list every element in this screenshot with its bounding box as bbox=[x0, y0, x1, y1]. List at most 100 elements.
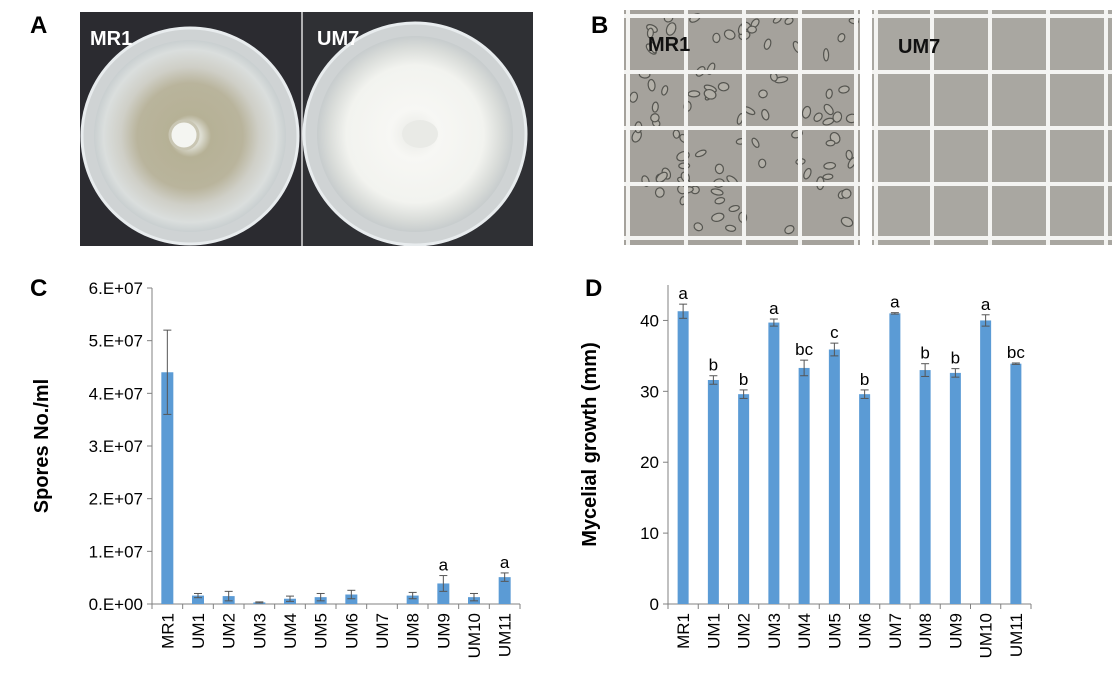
panel-letter-c: C bbox=[30, 275, 48, 302]
dish-label-mr1: MR1 bbox=[90, 28, 133, 50]
bar bbox=[919, 370, 931, 604]
spore bbox=[784, 17, 794, 25]
y-tick-label: 10 bbox=[640, 524, 659, 543]
x-tick-label: UM2 bbox=[220, 613, 239, 649]
x-tick-label: MR1 bbox=[674, 613, 693, 649]
x-tick-label: UM9 bbox=[434, 613, 453, 649]
x-tick-label: UM8 bbox=[404, 613, 423, 649]
microscope-label-um7: UM7 bbox=[898, 36, 941, 58]
y-tick-label: 0.E+00 bbox=[89, 595, 143, 614]
significance-label: b bbox=[860, 370, 869, 389]
spore bbox=[822, 173, 834, 181]
x-tick-label: UM1 bbox=[189, 613, 208, 649]
spore bbox=[723, 29, 736, 40]
mycelial-growth-chart: 0 10 20 30 40 a MR1 b UM1 b UM2 a UM3 bc UM4 c UM5 b UM6 a U… bbox=[579, 284, 1032, 658]
spore bbox=[687, 90, 701, 98]
bar bbox=[859, 394, 871, 604]
significance-label: a bbox=[500, 553, 510, 572]
bar bbox=[345, 594, 358, 604]
significance-label: a bbox=[769, 299, 779, 318]
spore bbox=[661, 85, 669, 96]
x-tick-label: UM3 bbox=[765, 613, 784, 649]
spore bbox=[803, 167, 812, 180]
spore bbox=[845, 149, 853, 161]
x-tick-label: UM10 bbox=[977, 613, 996, 658]
x-tick-label: UM8 bbox=[916, 613, 935, 649]
spore bbox=[714, 197, 726, 205]
spore bbox=[758, 89, 768, 99]
y-tick-label: 1.E+07 bbox=[89, 542, 143, 561]
microscope-label-mr1: MR1 bbox=[648, 34, 691, 56]
y-axis-label: Spores No./ml bbox=[31, 379, 53, 513]
x-tick-label: UM4 bbox=[281, 613, 300, 649]
spore bbox=[751, 137, 760, 148]
spore bbox=[646, 27, 654, 39]
spore bbox=[813, 112, 823, 122]
bar bbox=[677, 311, 689, 604]
spore bbox=[840, 216, 854, 228]
bar bbox=[980, 320, 992, 604]
spore bbox=[714, 163, 725, 175]
bar bbox=[949, 372, 961, 604]
spore bbox=[758, 158, 767, 169]
spore bbox=[825, 88, 833, 99]
spore bbox=[763, 38, 772, 50]
spore bbox=[648, 41, 657, 54]
x-tick-label: UM11 bbox=[1007, 613, 1026, 657]
spore bbox=[672, 129, 681, 139]
significance-label: b bbox=[739, 370, 748, 389]
spore bbox=[801, 105, 812, 119]
x-tick-label: UM6 bbox=[342, 613, 361, 649]
spore bbox=[717, 81, 730, 92]
dish-label-um7: UM7 bbox=[317, 28, 360, 50]
spore bbox=[647, 78, 656, 92]
y-tick-label: 30 bbox=[640, 382, 659, 401]
spore bbox=[693, 222, 704, 232]
spore bbox=[711, 212, 725, 222]
spore bbox=[784, 224, 795, 235]
spore bbox=[710, 188, 724, 196]
spore bbox=[841, 188, 852, 199]
spore bbox=[823, 161, 837, 170]
bar bbox=[798, 367, 810, 604]
spore bbox=[655, 171, 668, 183]
bar bbox=[161, 372, 174, 604]
bar bbox=[498, 577, 511, 604]
y-tick-label: 3.E+07 bbox=[89, 437, 143, 456]
spore bbox=[712, 32, 721, 44]
spore bbox=[838, 85, 850, 94]
spore bbox=[665, 22, 677, 36]
spore bbox=[725, 224, 737, 232]
petri-dish-photo: MR1 UM7 bbox=[80, 12, 533, 246]
panel-letter-a: A bbox=[30, 12, 48, 39]
x-tick-label: UM4 bbox=[795, 613, 814, 649]
spore bbox=[747, 25, 757, 34]
y-tick-label: 4.E+07 bbox=[89, 384, 143, 403]
significance-label: a bbox=[678, 284, 688, 303]
bar bbox=[192, 595, 204, 604]
spore bbox=[822, 48, 830, 62]
microscope-illustration bbox=[624, 10, 1112, 245]
y-tick-label: 2.E+07 bbox=[89, 490, 143, 509]
x-tick-label: UM6 bbox=[856, 613, 875, 649]
bar bbox=[707, 379, 719, 604]
significance-label: b bbox=[920, 344, 929, 363]
y-tick-label: 5.E+07 bbox=[89, 332, 143, 351]
spore bbox=[629, 91, 639, 103]
x-tick-label: UM1 bbox=[704, 613, 723, 649]
significance-label: bc bbox=[1007, 343, 1025, 362]
spore bbox=[694, 149, 707, 158]
spore-count-chart: 0.E+00 1.E+07 2.E+07 3.E+07 4.E+07 5.E+07 6.E+… bbox=[31, 279, 521, 658]
significance-label: a bbox=[890, 293, 900, 312]
microscope-photo: MR1 UM7 bbox=[624, 10, 1112, 245]
panel-letter-d: D bbox=[585, 275, 603, 302]
spore bbox=[728, 204, 740, 213]
significance-label: a bbox=[981, 295, 991, 314]
y-tick-label: 40 bbox=[640, 311, 659, 330]
significance-label: a bbox=[439, 556, 449, 575]
x-tick-label: UM11 bbox=[496, 613, 515, 657]
x-tick-label: UM10 bbox=[465, 613, 484, 658]
panel-letter-b: B bbox=[591, 12, 609, 39]
x-tick-label: UM9 bbox=[946, 613, 965, 649]
spore bbox=[825, 139, 836, 147]
